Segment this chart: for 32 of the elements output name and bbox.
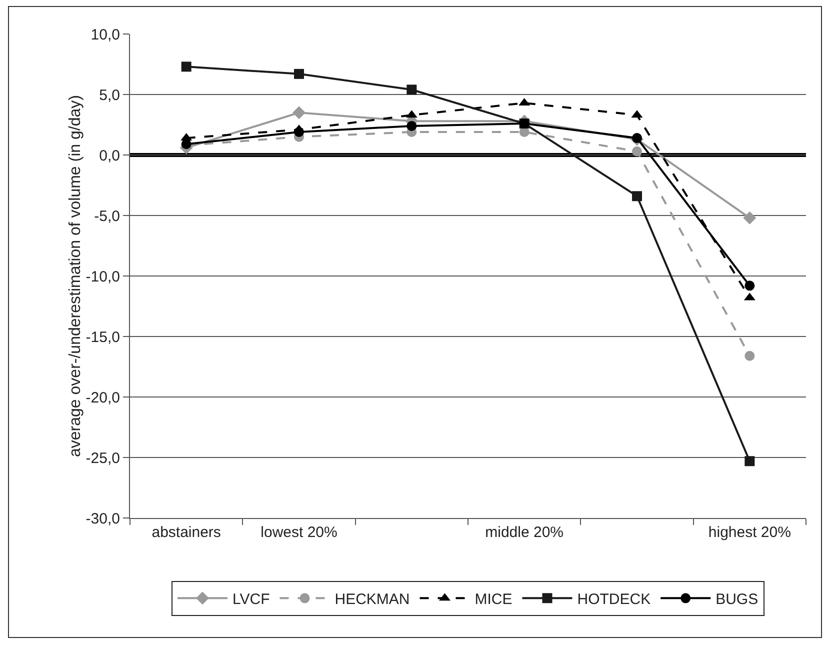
y-axis-title: average over-/underestimation of volume (in g/day): [66, 95, 84, 457]
point: [294, 68, 304, 79]
point: [632, 191, 642, 202]
point: [406, 84, 417, 95]
point: [406, 120, 417, 131]
point: [181, 62, 192, 72]
point: [292, 106, 306, 120]
y-tick-label: 5,0: [99, 86, 120, 104]
legend-label: HECKMAN: [334, 591, 410, 608]
point: [744, 350, 755, 361]
y-tick-label: 0,0: [99, 147, 120, 164]
point: [743, 211, 756, 224]
x-tick-label: lowest 20%: [260, 524, 338, 541]
y-tick-label: -30,0: [86, 510, 120, 528]
point: [632, 146, 642, 156]
y-tick-label: -5,0: [94, 208, 120, 225]
legend-label: MICE: [474, 591, 512, 608]
y-tick-label: -10,0: [86, 268, 120, 286]
y-tick-label: -20,0: [86, 389, 120, 406]
legend-label: HOTDECK: [577, 591, 651, 608]
point: [632, 133, 642, 144]
legend-label: LVCF: [232, 591, 270, 608]
legend-label: BUGS: [716, 591, 758, 608]
x-tick-label: middle 20%: [485, 524, 564, 541]
point: [294, 127, 304, 138]
y-tick-label: -25,0: [86, 450, 120, 467]
y-tick-label: 10,0: [90, 26, 120, 44]
point: [744, 456, 755, 466]
y-tick-label: -15,0: [86, 328, 120, 346]
point: [744, 280, 755, 291]
x-tick-label: highest 20%: [708, 524, 791, 541]
x-tick-label: abstainers: [152, 524, 221, 541]
